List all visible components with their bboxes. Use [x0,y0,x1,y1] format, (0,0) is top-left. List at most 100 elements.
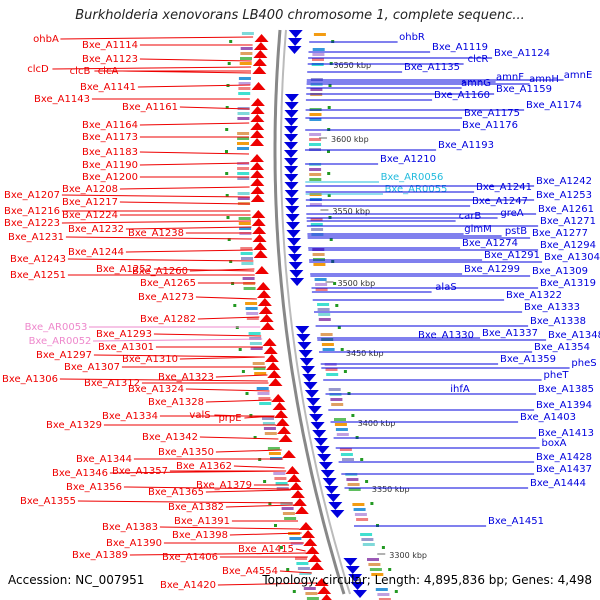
feature-band [242,277,255,280]
feature-band [306,597,319,600]
left-gene-label: Bxe_A1365 [148,487,204,498]
feature-band [321,343,334,346]
reverse-gene-arrow [285,206,300,214]
right-gene-label: Bxe_A1160 [434,90,490,101]
feature-band [246,312,259,315]
forward-gene-arrow [253,42,268,50]
tick-mark [335,304,339,307]
left-gene-leader [189,268,255,272]
feature-band [238,217,251,220]
tick-mark [381,546,385,549]
forward-gene-arrow [272,402,287,410]
feature-band [240,47,253,50]
forward-gene-arrow [278,434,293,442]
forward-gene-arrow [250,170,265,178]
feature-band [348,488,361,491]
reverse-gene-arrow [284,110,299,118]
left-gene-label: Bxe_A1355 [20,496,76,507]
right-gene-label: Bxe_A1394 [536,400,592,411]
forward-gene-arrow [250,186,265,194]
right-gene-label: Bxe_A1403 [520,412,576,423]
right-gene-label: Bxe_A1193 [438,140,494,151]
reverse-gene-arrow [284,150,299,158]
right-gene-label: ohbR [399,32,425,43]
feature-band [249,342,262,345]
reverse-gene-arrow [289,270,304,278]
left-gene-leader [139,151,250,155]
left-gene-label: Bxe_A1252 [96,264,152,275]
feature-band [312,53,325,56]
right-gene-label: alaS [435,282,456,293]
feature-band [245,307,258,310]
left-gene-leader [92,338,263,342]
feature-band [326,373,339,376]
left-gene-leader [52,66,252,70]
forward-gene-arrow [259,314,274,322]
right-gene-label: amnF [496,72,524,83]
left-gene-label: Bxe_A1190 [82,160,138,171]
feature-band [237,167,250,170]
feature-band [249,337,262,340]
forward-gene-arrow [267,370,282,378]
forward-gene-arrow [274,410,289,418]
reverse-gene-arrow [290,278,305,286]
left-gene-label: Bxe_A1324 [128,384,184,395]
reverse-gene-arrow [313,438,328,446]
feature-band [240,252,253,255]
left-gene-leader [59,378,268,382]
reverse-gene-arrow [310,422,325,430]
feature-band [264,432,277,435]
forward-gene-arrow [250,98,265,106]
forward-gene-arrow [252,58,267,66]
feature-band [354,513,367,516]
feature-band [334,418,346,421]
left-gene-label: Bxe_A1143 [34,94,90,105]
right-gene-label: Bxe_A1175 [464,108,520,119]
reverse-gene-arrow [286,238,301,246]
left-gene-leader [295,548,306,552]
feature-band [330,398,343,401]
reverse-gene-arrow [287,46,302,54]
feature-band [240,52,253,55]
left-gene-leader [233,465,285,469]
feature-band [310,88,323,91]
reverse-gene-arrow [302,374,317,382]
left-gene-label: Bxe_A1173 [82,132,138,143]
reverse-gene-arrow [297,342,312,350]
feature-band [237,137,250,140]
forward-gene-arrow [262,338,277,346]
backbone-line [280,29,351,595]
right-gene-label: Bxe_A1444 [530,478,586,489]
right-gene-label: Bxe_AR0055 [385,184,448,195]
feature-band [240,57,252,60]
forward-gene-arrow [294,506,309,514]
forward-gene-arrow [263,346,278,354]
feature-band [352,503,365,506]
feature-band [250,347,263,350]
tick-mark [328,84,332,87]
right-gene-label: Bxe_A1261 [538,204,594,215]
left-gene-leader [139,162,250,166]
forward-gene-arrow [260,322,275,330]
feature-band [240,247,253,250]
tick-mark [333,282,337,285]
feature-band [336,433,349,436]
tick-mark [238,348,242,351]
reverse-gene-arrow [284,118,299,126]
left-gene-label: Bxe_A1273 [138,292,194,303]
feature-band [309,178,322,181]
feature-band [309,113,322,116]
left-gene-leader [159,526,300,530]
forward-gene-arrow [250,114,265,122]
left-gene-label: Bxe_A1406 [162,552,218,563]
right-gene-label: Bxe_A1135 [404,62,460,73]
left-gene-label: Bxe_A1301 [98,342,154,353]
right-gene-label: pstB [505,226,527,237]
left-gene-label: Bxe_A1350 [158,447,214,458]
feature-band [317,308,330,311]
tick-mark [292,590,296,593]
feature-band [289,537,302,540]
left-gene-label: Bxe_A1161 [122,102,178,113]
